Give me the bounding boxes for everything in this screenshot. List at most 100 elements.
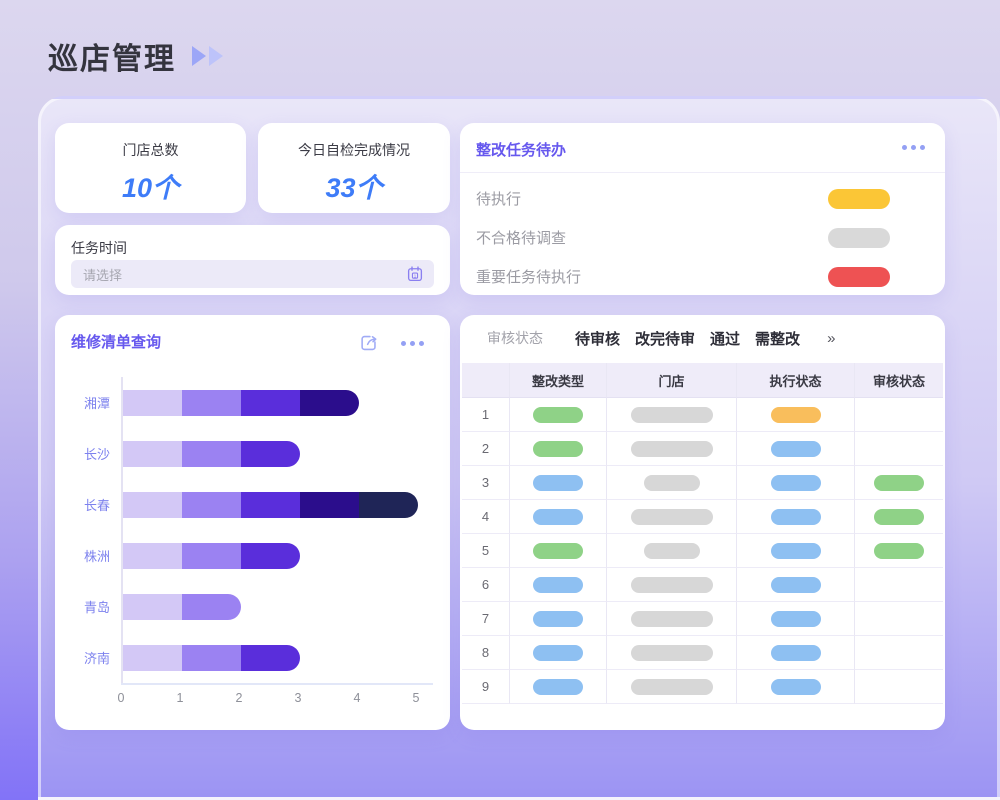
table-row[interactable]: 5 bbox=[462, 534, 943, 568]
row-number-cell: 8 bbox=[462, 636, 510, 670]
tab-待审核[interactable]: 待审核 bbox=[575, 330, 621, 348]
x-axis-tick: 1 bbox=[176, 691, 184, 705]
table-row[interactable]: 7 bbox=[462, 602, 943, 636]
table-row[interactable]: 6 bbox=[462, 568, 943, 602]
bar-segment bbox=[182, 389, 241, 416]
row-number-cell: 7 bbox=[462, 602, 510, 636]
calendar-icon[interactable]: 1 bbox=[406, 265, 424, 283]
bar-segment bbox=[241, 389, 300, 416]
tabs-container: 待审核 改完待审 通过 需整改 bbox=[575, 328, 815, 349]
store-cell bbox=[607, 398, 737, 432]
todo-item-label: 待执行 bbox=[476, 191, 522, 208]
stacked-bar[interactable] bbox=[123, 389, 359, 416]
bar-segment bbox=[123, 542, 182, 569]
table-row[interactable]: 8 bbox=[462, 636, 943, 670]
chart-bar-track bbox=[121, 581, 433, 632]
tab-改完待审[interactable]: 改完待审 bbox=[635, 330, 696, 348]
stacked-bar[interactable] bbox=[123, 440, 300, 467]
tab-通过[interactable]: 通过 bbox=[710, 330, 741, 348]
type-cell bbox=[510, 534, 607, 568]
store-cell bbox=[607, 602, 737, 636]
stacked-bar[interactable] bbox=[123, 491, 418, 518]
todo-item[interactable]: 重要任务待执行 bbox=[460, 257, 945, 296]
stat-label: 今日自检完成情况 bbox=[298, 142, 410, 158]
table-row[interactable]: 4 bbox=[462, 500, 943, 534]
double-chevron-right-icon[interactable]: » bbox=[827, 329, 836, 347]
bar-segment bbox=[241, 644, 300, 671]
chart-bar-track bbox=[121, 428, 433, 479]
bar-segment bbox=[182, 644, 241, 671]
header-cell[interactable]: 门店 bbox=[607, 363, 737, 398]
share-icon[interactable] bbox=[358, 332, 380, 354]
row-number: 8 bbox=[481, 645, 490, 660]
type-pill bbox=[533, 406, 583, 423]
status-pill bbox=[828, 227, 890, 248]
store-pill bbox=[630, 508, 713, 525]
table-row[interactable]: 1 bbox=[462, 398, 943, 432]
store-pill bbox=[630, 406, 713, 423]
repair-bar-chart: 湘潭 长沙 长春 株洲 青岛 济南 0 1 2 3 4 5 bbox=[71, 377, 433, 705]
todo-card-header: 整改任务待办 bbox=[460, 123, 945, 173]
store-pill bbox=[643, 474, 700, 491]
date-picker-input[interactable]: 请选择 1 bbox=[71, 260, 434, 288]
header-cell[interactable]: 执行状态 bbox=[737, 363, 855, 398]
x-axis-tick: 4 bbox=[353, 691, 361, 705]
row-number: 1 bbox=[481, 407, 490, 422]
arrow-right-icon bbox=[209, 46, 223, 66]
ellipsis-icon[interactable] bbox=[401, 341, 424, 346]
store-pill bbox=[630, 576, 713, 593]
row-number-cell: 2 bbox=[462, 432, 510, 466]
exec-cell bbox=[737, 636, 855, 670]
todo-item-label: 重要任务待执行 bbox=[476, 269, 582, 286]
chart-category-row: 青岛 bbox=[71, 581, 433, 632]
bar-segment bbox=[300, 389, 359, 416]
bar-segment bbox=[241, 440, 300, 467]
type-pill bbox=[533, 508, 583, 525]
todo-item[interactable]: 待执行 bbox=[460, 179, 945, 218]
filter-label: 审核状态 bbox=[487, 330, 543, 346]
row-number-cell: 3 bbox=[462, 466, 510, 500]
store-cell bbox=[607, 534, 737, 568]
table-row[interactable]: 2 bbox=[462, 432, 943, 466]
row-number-cell: 1 bbox=[462, 398, 510, 432]
bar-segment bbox=[123, 440, 182, 467]
header-cell[interactable]: 审核状态 bbox=[855, 363, 943, 398]
type-pill bbox=[533, 474, 583, 491]
chart-bar-track bbox=[121, 530, 433, 581]
review-pill bbox=[874, 474, 924, 491]
chart-category-label: 长沙 bbox=[83, 447, 110, 462]
chart-category-row: 湘潭 bbox=[71, 377, 433, 428]
table-row[interactable]: 3 bbox=[462, 466, 943, 500]
chart-category-label: 湘潭 bbox=[83, 396, 110, 411]
type-pill bbox=[533, 542, 583, 559]
type-cell bbox=[510, 500, 607, 534]
stacked-bar[interactable] bbox=[123, 542, 300, 569]
chart-category-row: 长春 bbox=[71, 479, 433, 530]
store-pill bbox=[630, 440, 713, 457]
tab-需整改[interactable]: 需整改 bbox=[755, 330, 801, 348]
exec-pill bbox=[770, 542, 821, 559]
exec-pill bbox=[770, 678, 821, 695]
todo-card-title: 整改任务待办 bbox=[476, 142, 567, 159]
exec-pill bbox=[770, 610, 821, 627]
table-row[interactable]: 9 bbox=[462, 670, 943, 704]
stat-value: 10个 bbox=[121, 173, 180, 203]
stacked-bar[interactable] bbox=[123, 644, 300, 671]
stacked-bar[interactable] bbox=[123, 593, 241, 620]
store-cell bbox=[607, 670, 737, 704]
todo-list: 待执行不合格待调查重要任务待执行 bbox=[460, 173, 945, 296]
review-cell bbox=[855, 636, 943, 670]
exec-pill bbox=[770, 644, 821, 661]
ellipsis-icon[interactable] bbox=[902, 145, 925, 150]
table-body: 1 2 3 4 5 6 7 8 9 bbox=[462, 398, 943, 704]
review-cell bbox=[855, 602, 943, 636]
exec-cell bbox=[737, 466, 855, 500]
type-cell bbox=[510, 432, 607, 466]
exec-cell bbox=[737, 398, 855, 432]
exec-cell bbox=[737, 432, 855, 466]
bar-segment bbox=[123, 644, 182, 671]
type-pill bbox=[533, 644, 583, 661]
review-table-grid: 整改类型 门店 执行状态 审核状态 1 2 3 4 5 6 7 8 9 bbox=[462, 363, 943, 704]
todo-item[interactable]: 不合格待调查 bbox=[460, 218, 945, 257]
header-cell[interactable]: 整改类型 bbox=[510, 363, 607, 398]
